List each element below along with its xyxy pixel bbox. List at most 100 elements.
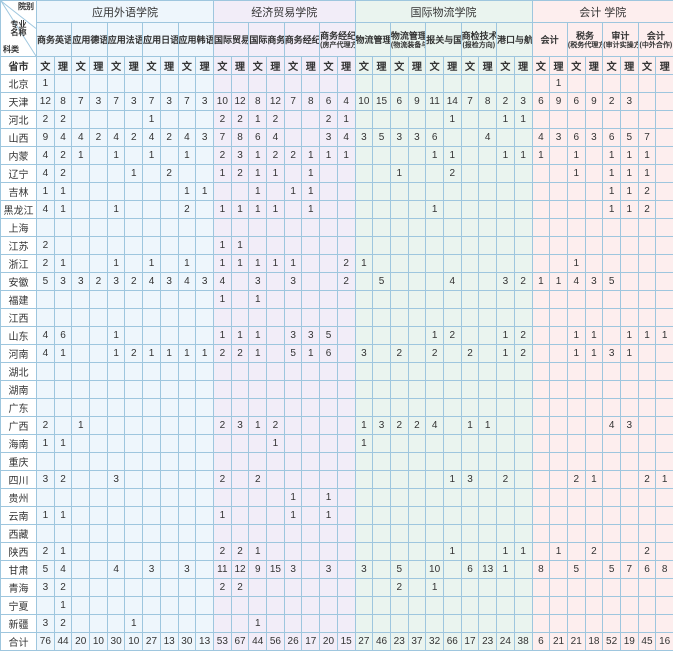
data-cell <box>408 111 426 129</box>
data-cell <box>514 165 532 183</box>
data-cell: 1 <box>567 255 585 273</box>
data-cell <box>302 309 320 327</box>
data-cell <box>514 471 532 489</box>
data-cell: 21 <box>567 633 585 651</box>
data-cell: 7 <box>638 129 656 147</box>
major-header: 商务经纪与代理(房产代理方向) <box>320 23 355 57</box>
data-cell: 1 <box>620 327 638 345</box>
data-cell <box>497 201 515 219</box>
data-cell <box>143 615 161 633</box>
data-cell <box>532 381 550 399</box>
data-cell <box>143 435 161 453</box>
data-cell: 3 <box>497 273 515 291</box>
data-cell <box>107 291 125 309</box>
data-cell <box>355 147 373 165</box>
data-cell: 1 <box>178 147 196 165</box>
data-cell <box>514 417 532 435</box>
data-cell <box>160 237 178 255</box>
data-cell <box>337 399 355 417</box>
sub-header-wen: 文 <box>284 57 302 75</box>
data-cell <box>656 597 673 615</box>
data-cell: 1 <box>497 543 515 561</box>
data-cell <box>249 579 267 597</box>
data-cell <box>337 525 355 543</box>
data-cell <box>267 291 285 309</box>
data-cell <box>231 381 249 399</box>
data-cell: 2 <box>90 129 108 147</box>
data-cell <box>320 255 338 273</box>
data-cell <box>585 219 603 237</box>
data-cell <box>160 399 178 417</box>
data-cell <box>426 273 444 291</box>
data-cell <box>479 345 497 363</box>
data-cell <box>532 507 550 525</box>
data-cell <box>426 111 444 129</box>
data-cell: 2 <box>337 273 355 291</box>
data-cell <box>461 165 479 183</box>
data-cell <box>567 525 585 543</box>
data-cell: 1 <box>54 345 72 363</box>
data-cell <box>337 219 355 237</box>
data-cell <box>550 345 568 363</box>
data-cell <box>567 309 585 327</box>
data-cell: 24 <box>497 633 515 651</box>
data-cell <box>514 615 532 633</box>
data-cell <box>479 381 497 399</box>
data-cell <box>390 75 408 93</box>
dept-header: 应用外语学院 <box>37 1 214 23</box>
data-cell: 1 <box>320 507 338 525</box>
data-cell: 1 <box>443 147 461 165</box>
data-cell: 4 <box>107 561 125 579</box>
data-cell: 20 <box>72 633 90 651</box>
data-cell: 13 <box>196 633 214 651</box>
data-cell: 13 <box>160 633 178 651</box>
data-cell <box>390 453 408 471</box>
data-cell: 1 <box>656 327 673 345</box>
data-cell <box>461 147 479 165</box>
data-cell <box>479 147 497 165</box>
sub-header-li: 理 <box>231 57 249 75</box>
data-cell <box>532 237 550 255</box>
data-cell: 2 <box>284 147 302 165</box>
sub-header-li: 理 <box>54 57 72 75</box>
data-cell <box>603 471 621 489</box>
data-cell <box>355 201 373 219</box>
data-cell <box>178 543 196 561</box>
data-cell: 1 <box>267 165 285 183</box>
data-cell <box>54 489 72 507</box>
data-cell <box>196 201 214 219</box>
data-cell <box>337 291 355 309</box>
data-cell <box>196 453 214 471</box>
data-cell <box>125 489 143 507</box>
data-cell <box>284 237 302 255</box>
data-cell <box>143 507 161 525</box>
data-cell <box>37 219 55 237</box>
table-row: 湖南 <box>1 381 673 399</box>
data-cell <box>620 111 638 129</box>
data-cell <box>408 471 426 489</box>
sub-header-wen: 文 <box>178 57 196 75</box>
data-cell: 4 <box>337 129 355 147</box>
data-cell: 1 <box>550 273 568 291</box>
data-cell <box>355 111 373 129</box>
data-cell: 26 <box>284 633 302 651</box>
data-cell: 2 <box>267 417 285 435</box>
data-cell: 14 <box>443 93 461 111</box>
data-cell <box>550 525 568 543</box>
data-cell: 3 <box>514 93 532 111</box>
data-cell <box>196 597 214 615</box>
data-cell <box>231 471 249 489</box>
data-cell <box>585 75 603 93</box>
data-cell <box>231 309 249 327</box>
data-cell <box>249 381 267 399</box>
data-cell <box>620 291 638 309</box>
data-cell <box>302 471 320 489</box>
data-cell <box>550 507 568 525</box>
data-cell: 1 <box>107 201 125 219</box>
data-cell: 3 <box>585 273 603 291</box>
data-cell <box>320 435 338 453</box>
data-cell <box>497 417 515 435</box>
data-cell: 12 <box>231 93 249 111</box>
data-cell <box>196 147 214 165</box>
data-cell <box>550 111 568 129</box>
